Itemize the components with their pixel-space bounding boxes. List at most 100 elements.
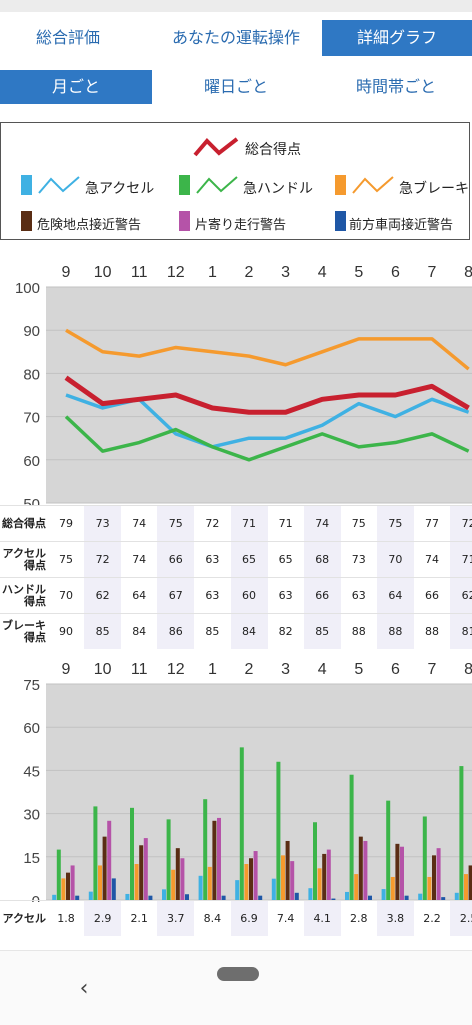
y-tick-label: 15 — [23, 850, 40, 867]
y-tick-label: 50 — [23, 496, 40, 505]
danger-swatch-icon — [21, 211, 32, 231]
danger-bar — [358, 836, 363, 900]
tab-detail-graph[interactable]: 詳細グラフ — [322, 20, 472, 56]
brake-series-line — [65, 328, 470, 371]
y-tick-label: 45 — [23, 763, 40, 780]
back-chevron-icon[interactable]: ‹ — [79, 976, 89, 1001]
accel-bar — [125, 893, 130, 900]
score-cell: 65 — [230, 542, 268, 577]
count-cell: 8.4 — [203, 912, 222, 925]
brake-bar — [464, 874, 468, 900]
tab-monthly[interactable]: 月ごと — [0, 70, 152, 104]
score-cell: 63 — [278, 589, 293, 602]
y-tick-label: 90 — [23, 323, 40, 340]
accel-line-icon — [38, 176, 80, 194]
x-tick-label: 9 — [62, 264, 71, 281]
tab-overall[interactable]: 総合評価 — [35, 28, 100, 47]
x-tick-label: 7 — [428, 661, 437, 678]
score-cell: 88 — [351, 625, 366, 638]
legend-lane-label: 片寄り走行警告 — [195, 218, 287, 233]
legend-brake-label: 急ブレーキ — [399, 181, 469, 197]
main-tab-bar: 総合評価 あなたの運転操作 詳細グラフ — [0, 20, 472, 58]
handle-series-line — [64, 415, 470, 462]
front-bar — [221, 895, 226, 900]
front-bar — [441, 897, 446, 900]
score-cell: 74 — [132, 553, 147, 566]
score-cell: 73 — [351, 553, 366, 566]
y-tick-label: 70 — [23, 410, 40, 427]
x-tick-label: 11 — [131, 661, 148, 678]
navigation-bar: ‹ — [0, 950, 472, 1025]
row-label-total: 総合得点 — [2, 516, 46, 530]
accel-bar — [198, 875, 203, 900]
score-cell: 67 — [157, 578, 195, 613]
tab-timeslot[interactable]: 時間帯ごと — [355, 77, 436, 96]
x-tick-label: 3 — [281, 661, 290, 678]
x-tick-label: 6 — [391, 661, 400, 678]
danger-bar — [139, 845, 144, 900]
x-tick-label: 2 — [245, 661, 254, 678]
danger-bar — [395, 843, 400, 900]
front-bar — [368, 895, 372, 900]
front-bar — [148, 895, 153, 900]
brake-bar — [207, 866, 212, 900]
count-cell: 2.2 — [423, 912, 441, 925]
x-tick-label: 10 — [94, 661, 112, 678]
accel-bar — [52, 894, 57, 900]
lane-bar — [180, 858, 185, 900]
accel-bar — [308, 888, 313, 900]
lane-bar — [143, 838, 148, 900]
score-cell: 85 — [205, 625, 220, 638]
row-label-handle: ハンドル得点 — [2, 582, 46, 608]
handle-line-icon — [196, 176, 238, 194]
table-row-handle: ハンドル得点 70 62 64 67 63 60 63 66 63 64 66 62 — [0, 577, 472, 614]
y-tick-label: 75 — [23, 677, 40, 694]
x-tick-label: 12 — [167, 661, 185, 678]
score-cell: 84 — [132, 625, 147, 638]
accel-bar — [454, 892, 459, 900]
danger-bar — [468, 865, 472, 900]
accel-bar — [162, 889, 166, 900]
legend-box: 総合得点 急アクセル 急ハンドル 急ブレーキ 危険地点接近警告 片寄り走行警告 … — [0, 122, 470, 240]
legend-danger-label: 危険地点接近警告 — [37, 218, 142, 233]
legend-accel-label: 急アクセル — [85, 181, 155, 197]
score-cell: 81 — [450, 614, 472, 649]
tab-weekday[interactable]: 曜日ごと — [203, 77, 268, 96]
table-row-brake: ブレーキ得点 90 85 84 86 85 84 82 85 88 88 88 81 — [0, 613, 472, 650]
score-cell: 63 — [205, 589, 220, 602]
danger-bar — [66, 872, 70, 900]
accel-bar — [88, 891, 93, 900]
accel-bar — [381, 889, 386, 900]
accel-bar — [345, 891, 349, 900]
legend-front-label: 前方車両接近警告 — [349, 218, 454, 233]
score-cell: 75 — [351, 517, 366, 530]
score-cell: 68 — [303, 542, 341, 577]
plot-area — [46, 287, 472, 503]
table-row-accel: アクセル得点 75 72 74 66 63 65 65 68 73 70 74 71 — [0, 541, 472, 578]
score-cell: 75 — [376, 506, 414, 541]
handle-bar — [93, 806, 98, 900]
brake-bar — [317, 868, 322, 900]
front-bar — [185, 894, 189, 900]
x-tick-label: 4 — [318, 661, 327, 678]
home-indicator-icon[interactable] — [217, 967, 259, 981]
lane-swatch-icon — [179, 211, 190, 231]
danger-bar — [102, 836, 107, 900]
score-cell: 73 — [84, 506, 122, 541]
tab-operation[interactable]: あなたの運転操作 — [171, 28, 300, 47]
brake-bar — [354, 874, 359, 900]
danger-bar — [249, 858, 253, 900]
score-cell: 71 — [450, 542, 472, 577]
score-cell: 64 — [376, 578, 414, 613]
x-tick-label: 8 — [464, 661, 472, 678]
score-cell: 70 — [59, 589, 73, 602]
x-tick-label: 10 — [94, 264, 112, 281]
score-cell: 62 — [84, 578, 122, 613]
handle-bar — [203, 799, 208, 900]
score-cell: 86 — [157, 614, 195, 649]
lane-bar — [400, 846, 404, 900]
score-cell: 62 — [450, 578, 472, 613]
front-bar — [75, 895, 80, 900]
score-cell: 63 — [205, 553, 220, 566]
y-tick-label: 60 — [23, 720, 40, 737]
